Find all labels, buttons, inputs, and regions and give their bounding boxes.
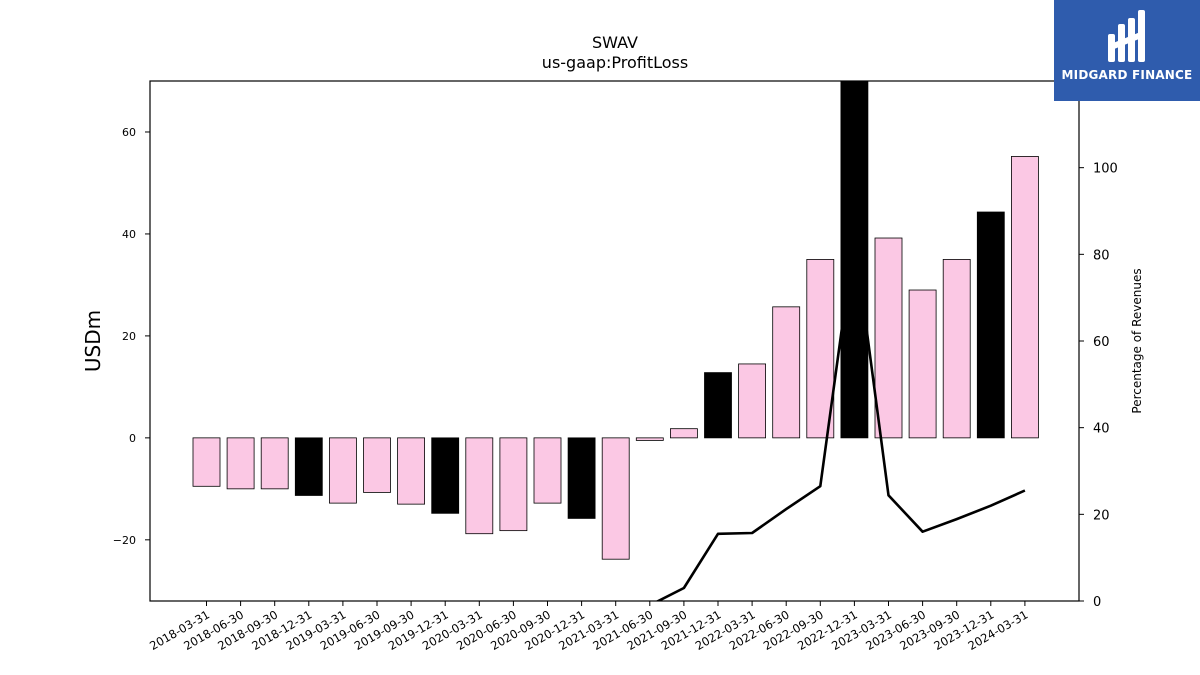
bar-2021-06-30 — [635, 437, 664, 441]
percentage-line — [655, 235, 1026, 601]
bar-2023-09-30 — [942, 259, 971, 439]
bar-2022-12-31 — [840, 81, 869, 439]
brand-logo: MIDGARD FINANCE — [1054, 0, 1200, 101]
bar-2024-03-31 — [1011, 156, 1039, 439]
y-axis-label-right: Percentage of Revenues — [1130, 268, 1144, 413]
bar-2018-12-31 — [294, 437, 323, 496]
y-axis-label-left: USDm — [81, 310, 105, 372]
bar-2019-09-30 — [397, 437, 426, 505]
y-right-tick-label: 20 — [1093, 508, 1110, 523]
y-right-tick-label: 40 — [1093, 422, 1110, 437]
bar-2021-03-31 — [601, 437, 630, 560]
y-tick-label: 20 — [122, 330, 136, 343]
brand-name: MIDGARD FINANCE — [1061, 68, 1193, 82]
bar-2018-03-31 — [192, 437, 221, 487]
y-tick-label: 60 — [122, 126, 136, 139]
bar-2020-03-31 — [465, 437, 494, 535]
bar-group — [192, 81, 1039, 560]
bar-2020-12-31 — [567, 437, 596, 519]
bar-2020-06-30 — [499, 437, 528, 532]
y-axis-left: −20 0 20 40 60 — [113, 126, 150, 547]
bar-2022-09-30 — [806, 259, 835, 439]
bar-2023-03-31 — [874, 237, 903, 439]
chart-title: SWAV — [592, 33, 638, 52]
logo-mark-icon — [1108, 10, 1145, 62]
bar-2021-12-31 — [704, 372, 732, 439]
y-right-tick-label: 100 — [1093, 162, 1118, 177]
y-right-tick-label: 60 — [1093, 335, 1110, 350]
bar-2022-03-31 — [738, 363, 766, 439]
bar-2021-09-30 — [670, 428, 698, 439]
bar-2018-09-30 — [260, 437, 289, 490]
bar-2019-06-30 — [363, 437, 391, 493]
x-axis: 2018-03-312018-06-302018-09-302018-12-31… — [147, 601, 1030, 653]
bar-2023-12-31 — [976, 211, 1005, 439]
y-tick-label: 0 — [129, 432, 136, 445]
bar-2019-03-31 — [328, 437, 357, 504]
y-tick-label: 40 — [122, 228, 136, 241]
y-axis-right: 0 20 40 60 80 100 — [1079, 162, 1118, 610]
bar-2018-06-30 — [226, 437, 255, 490]
chart-subtitle: us-gaap:ProfitLoss — [542, 53, 688, 72]
bar-2022-06-30 — [772, 306, 801, 439]
y-right-tick-label: 80 — [1093, 248, 1110, 263]
bar-2020-09-30 — [533, 437, 562, 504]
bar-2019-12-31 — [431, 437, 460, 514]
bar-2023-06-30 — [908, 289, 937, 439]
line-group — [655, 235, 1026, 601]
y-tick-label: −20 — [113, 534, 136, 547]
y-right-tick-label: 0 — [1093, 595, 1101, 610]
